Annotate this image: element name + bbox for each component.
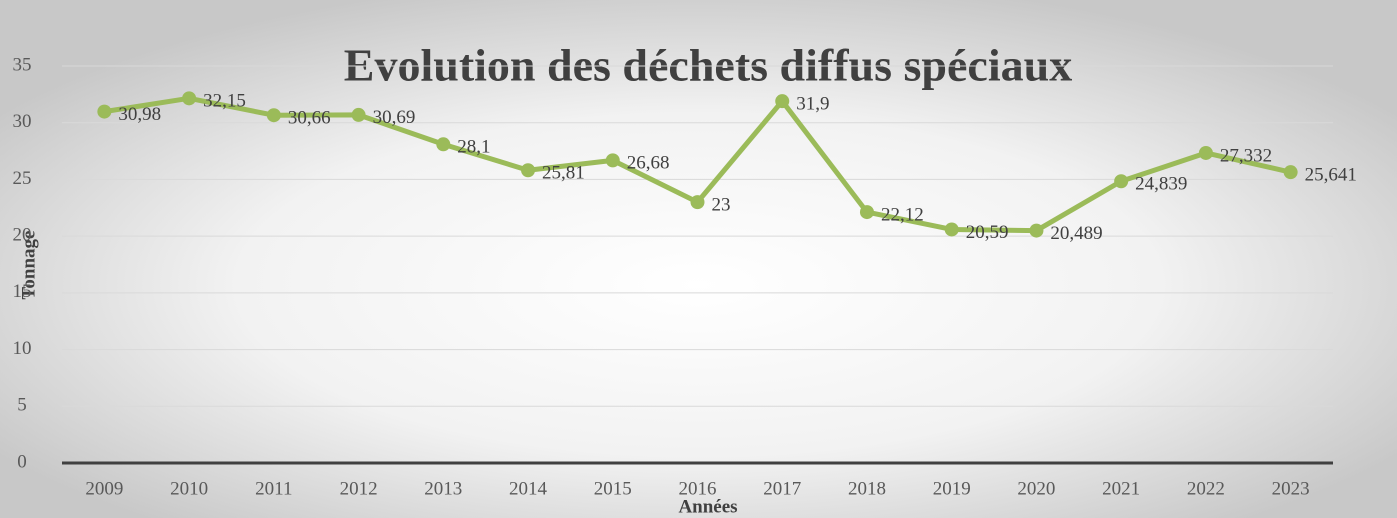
marker: [1114, 174, 1129, 189]
x-tick-label: 2015: [594, 478, 632, 499]
marker: [521, 163, 536, 178]
marker: [690, 195, 705, 210]
marker: [436, 137, 451, 152]
data-label: 25,81: [542, 163, 585, 184]
x-tick-label: 2010: [170, 478, 208, 499]
x-tick-label: 2019: [933, 478, 971, 499]
x-tick-label: 2021: [1102, 478, 1140, 499]
marker: [859, 205, 874, 220]
y-tick-label: 5: [17, 395, 27, 416]
data-label: 23: [712, 194, 731, 215]
x-tick-label: 2022: [1187, 478, 1225, 499]
data-label: 30,98: [118, 104, 161, 125]
x-tick-label: 2014: [509, 478, 548, 499]
data-label: 32,15: [203, 91, 246, 112]
data-label: 20,489: [1050, 223, 1102, 244]
marker: [775, 94, 790, 109]
chart-title: Evolution des déchets diffus spéciaux: [344, 40, 1072, 91]
x-tick-label: 2016: [679, 478, 717, 499]
x-axis-label: Années: [678, 496, 737, 517]
marker: [605, 153, 620, 168]
marker: [97, 104, 112, 119]
x-tick-label: 2009: [85, 478, 123, 499]
y-tick-label: 35: [13, 54, 32, 75]
marker: [351, 107, 366, 122]
data-label: 25,641: [1305, 165, 1357, 186]
data-label: 26,68: [627, 153, 670, 174]
data-label: 20,59: [966, 222, 1009, 243]
y-tick-label: 15: [13, 281, 32, 302]
y-tick-label: 20: [13, 225, 32, 246]
x-tick-label: 2013: [424, 478, 462, 499]
x-tick-label: 2012: [340, 478, 378, 499]
y-tick-label: 0: [17, 451, 27, 472]
data-label: 31,9: [796, 94, 829, 115]
x-tick-label: 2017: [763, 478, 801, 499]
x-tick-label: 2011: [255, 478, 292, 499]
x-tick-label: 2018: [848, 478, 886, 499]
marker: [266, 108, 281, 123]
x-tick-label: 2023: [1272, 478, 1310, 499]
data-label: 22,12: [881, 204, 924, 225]
marker: [182, 91, 197, 106]
x-tick-label: 2020: [1017, 478, 1055, 499]
y-tick-label: 25: [13, 168, 32, 189]
data-label: 30,69: [373, 107, 416, 128]
marker: [1029, 223, 1044, 238]
marker: [1283, 165, 1298, 180]
data-label: 27,332: [1220, 145, 1272, 166]
y-axis-label: Tonnage: [18, 231, 39, 300]
data-label: 30,66: [288, 108, 331, 129]
marker: [944, 222, 959, 237]
data-label: 28,1: [457, 137, 490, 158]
y-tick-label: 10: [13, 338, 32, 359]
marker: [1198, 145, 1213, 160]
y-tick-label: 30: [13, 111, 32, 132]
data-label: 24,839: [1135, 174, 1187, 195]
